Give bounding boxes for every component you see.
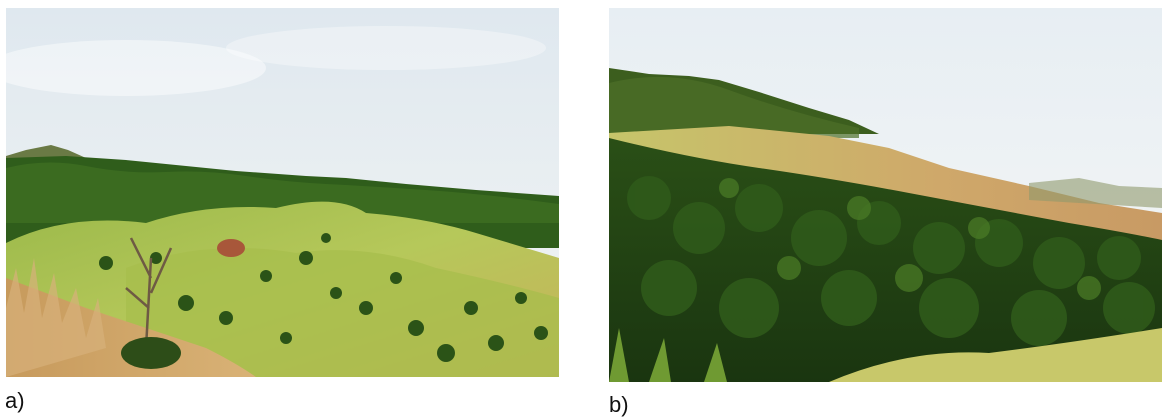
landscape-photo-a	[6, 8, 559, 377]
hillside-grassland-illustration	[6, 8, 559, 377]
landscape-photo-b	[609, 8, 1162, 382]
panel-label-b: b)	[609, 392, 629, 417]
forested-slope-illustration	[609, 8, 1162, 382]
panel-label-a: a)	[5, 388, 25, 413]
